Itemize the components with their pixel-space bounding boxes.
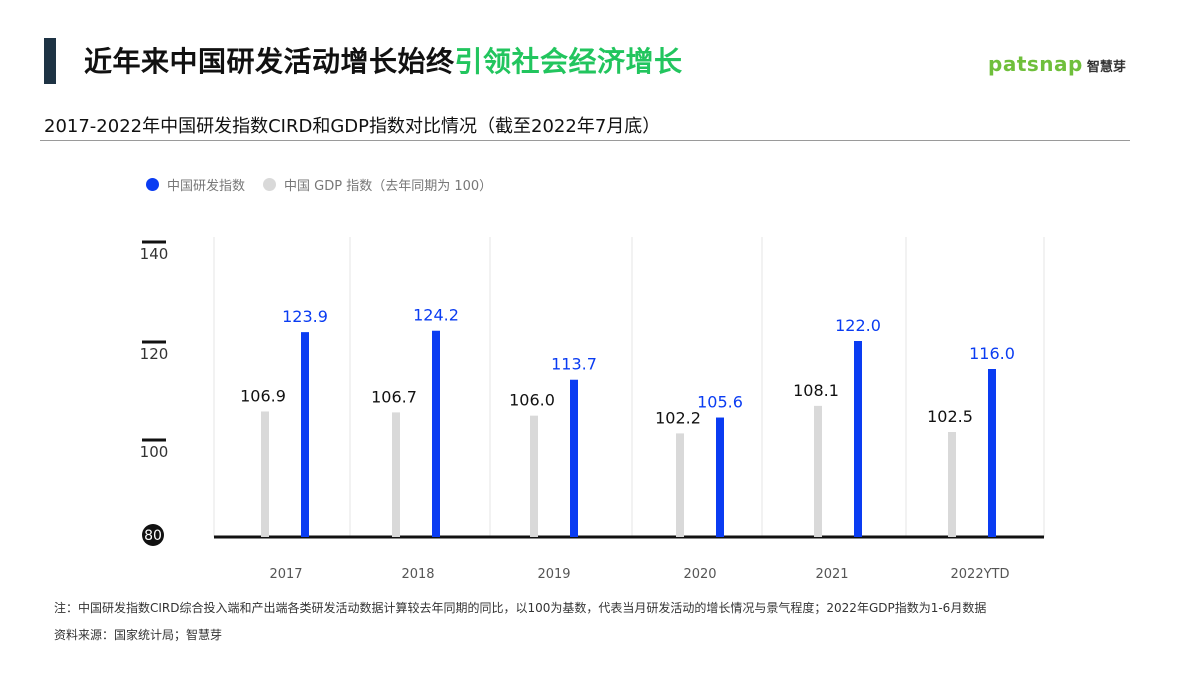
ytick-label: 120 — [140, 345, 169, 363]
data-label-gdp: 106.0 — [509, 391, 555, 410]
bar-cird — [301, 332, 309, 537]
legend-item-gdp: 中国 GDP 指数（去年同期为 100） — [263, 175, 492, 194]
data-label-gdp: 106.9 — [240, 386, 286, 405]
x-category-label: 2022YTD — [951, 567, 1010, 582]
legend-label-gdp: 中国 GDP 指数（去年同期为 100） — [284, 179, 493, 194]
bar-gdp — [392, 412, 400, 537]
data-source: 资料来源：国家统计局；智慧芽 — [54, 628, 223, 642]
x-category-label: 2018 — [401, 567, 434, 582]
bar-gdp — [261, 411, 269, 537]
data-label-cird: 113.7 — [551, 355, 597, 374]
data-label-gdp: 102.2 — [655, 408, 701, 427]
data-label-cird: 116.0 — [969, 344, 1015, 363]
bar-cird — [988, 369, 996, 537]
logo-word: patsnap — [988, 52, 1083, 76]
title-highlight: 引领社会经济增长 — [454, 45, 683, 78]
bar-gdp — [948, 432, 956, 537]
bar-cird — [854, 341, 862, 537]
subtitle-divider — [40, 140, 1130, 141]
data-label-cird: 124.2 — [413, 306, 459, 325]
data-label-cird: 123.9 — [282, 307, 328, 326]
data-label-gdp: 106.7 — [371, 387, 417, 406]
patsnap-logo: patsnap 智慧芽 — [988, 52, 1126, 76]
legend-label-cird: 中国研发指数 — [167, 179, 246, 194]
bar-cird — [432, 330, 440, 537]
chart-subtitle: 2017-2022年中国研发指数CIRD和GDP指数对比情况（截至2022年7月… — [44, 116, 661, 137]
bar-cird — [570, 379, 578, 537]
data-label-gdp: 108.1 — [793, 381, 839, 400]
footnote: 注：中国研发指数CIRD综合投入端和产出端各类研发活动数据计算较去年同期的同比，… — [54, 601, 987, 615]
title-accent-bar — [44, 38, 56, 84]
bar-gdp — [676, 433, 684, 537]
data-label-cird: 122.0 — [835, 316, 881, 335]
x-category-label: 2020 — [683, 567, 716, 582]
title-main: 近年来中国研发活动增长始终 — [84, 45, 455, 78]
bar-cird — [716, 417, 724, 537]
legend-swatch-cird — [146, 178, 159, 191]
chart-legend: 中国研发指数 中国 GDP 指数（去年同期为 100） — [146, 175, 510, 194]
data-label-gdp: 102.5 — [927, 407, 973, 426]
logo-zh: 智慧芽 — [1086, 60, 1126, 75]
bar-gdp — [814, 405, 822, 537]
bar-gdp — [530, 415, 538, 537]
page-title: 近年来中国研发活动增长始终引领社会经济增长 — [84, 40, 683, 80]
ytick-badge-80 — [142, 524, 164, 546]
x-category-label: 2019 — [537, 567, 570, 582]
x-category-label: 2017 — [269, 567, 302, 582]
legend-swatch-gdp — [263, 178, 277, 191]
legend-item-cird: 中国研发指数 — [146, 175, 245, 194]
x-category-label: 2021 — [815, 567, 848, 582]
ytick-label: 80 — [144, 528, 162, 544]
ytick-label: 140 — [140, 245, 169, 263]
ytick-label: 100 — [140, 443, 169, 461]
data-label-cird: 105.6 — [697, 393, 743, 412]
